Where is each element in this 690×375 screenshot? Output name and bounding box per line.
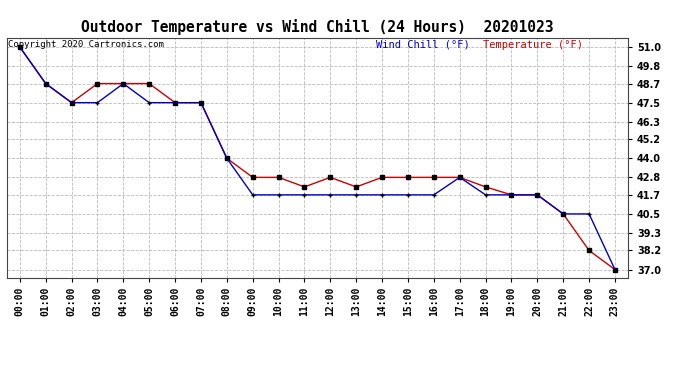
Text: Temperature (°F): Temperature (°F) [482, 40, 582, 50]
Text: Copyright 2020 Cartronics.com: Copyright 2020 Cartronics.com [8, 40, 164, 49]
Title: Outdoor Temperature vs Wind Chill (24 Hours)  20201023: Outdoor Temperature vs Wind Chill (24 Ho… [81, 19, 553, 35]
Text: Wind Chill (°F): Wind Chill (°F) [377, 40, 482, 50]
